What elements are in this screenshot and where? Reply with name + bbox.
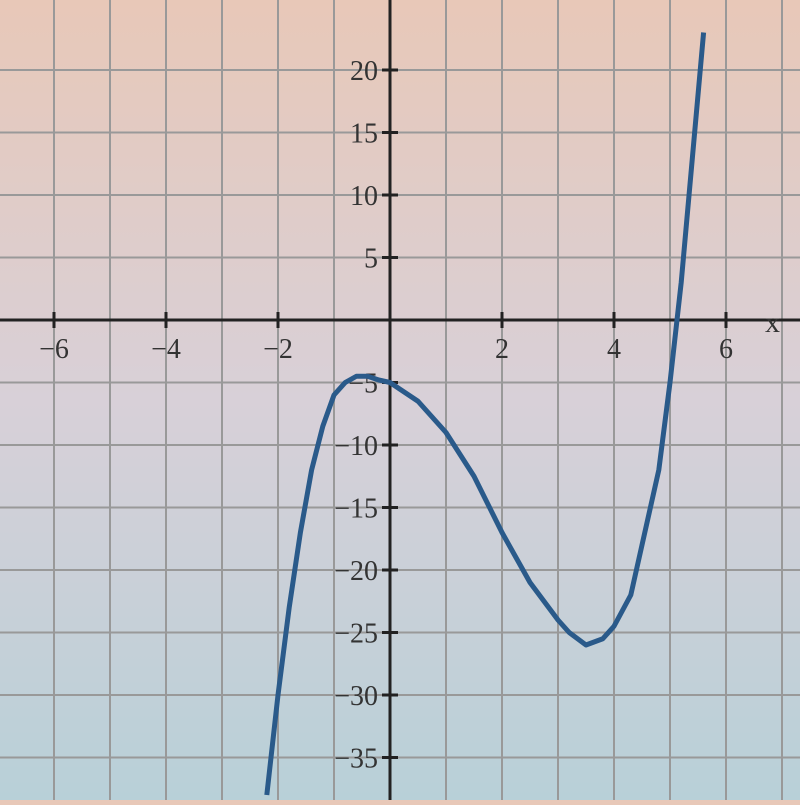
x-axis-label: x — [765, 306, 780, 339]
y-tick-label: 10 — [350, 181, 378, 212]
function-curve — [267, 33, 704, 796]
y-tick-label: −25 — [334, 619, 378, 650]
y-tick-label: 5 — [364, 244, 378, 275]
y-tick-label: −10 — [334, 431, 378, 462]
x-tick-label: −6 — [39, 334, 69, 365]
y-tick-label: 20 — [350, 56, 378, 87]
y-tick-label: −30 — [334, 681, 378, 712]
y-tick-label: 15 — [350, 119, 378, 150]
x-tick-label: 6 — [719, 334, 733, 365]
chart-svg: −6 −4 −2 2 4 6 20 15 10 5 −5 −10 −15 −20 −25 −30 −35 x — [0, 0, 800, 800]
y-tick-label: −5 — [348, 369, 378, 400]
chart-container: −6 −4 −2 2 4 6 20 15 10 5 −5 −10 −15 −20 −25 −30 −35 x — [0, 0, 800, 800]
y-tick-label: −20 — [334, 556, 378, 587]
y-tick-label: −35 — [334, 744, 378, 775]
y-tick-label: −15 — [334, 494, 378, 525]
x-tick-label: 2 — [495, 334, 509, 365]
x-tick-label: 4 — [607, 334, 621, 365]
x-tick-label: −4 — [151, 334, 181, 365]
x-tick-label: −2 — [263, 334, 293, 365]
